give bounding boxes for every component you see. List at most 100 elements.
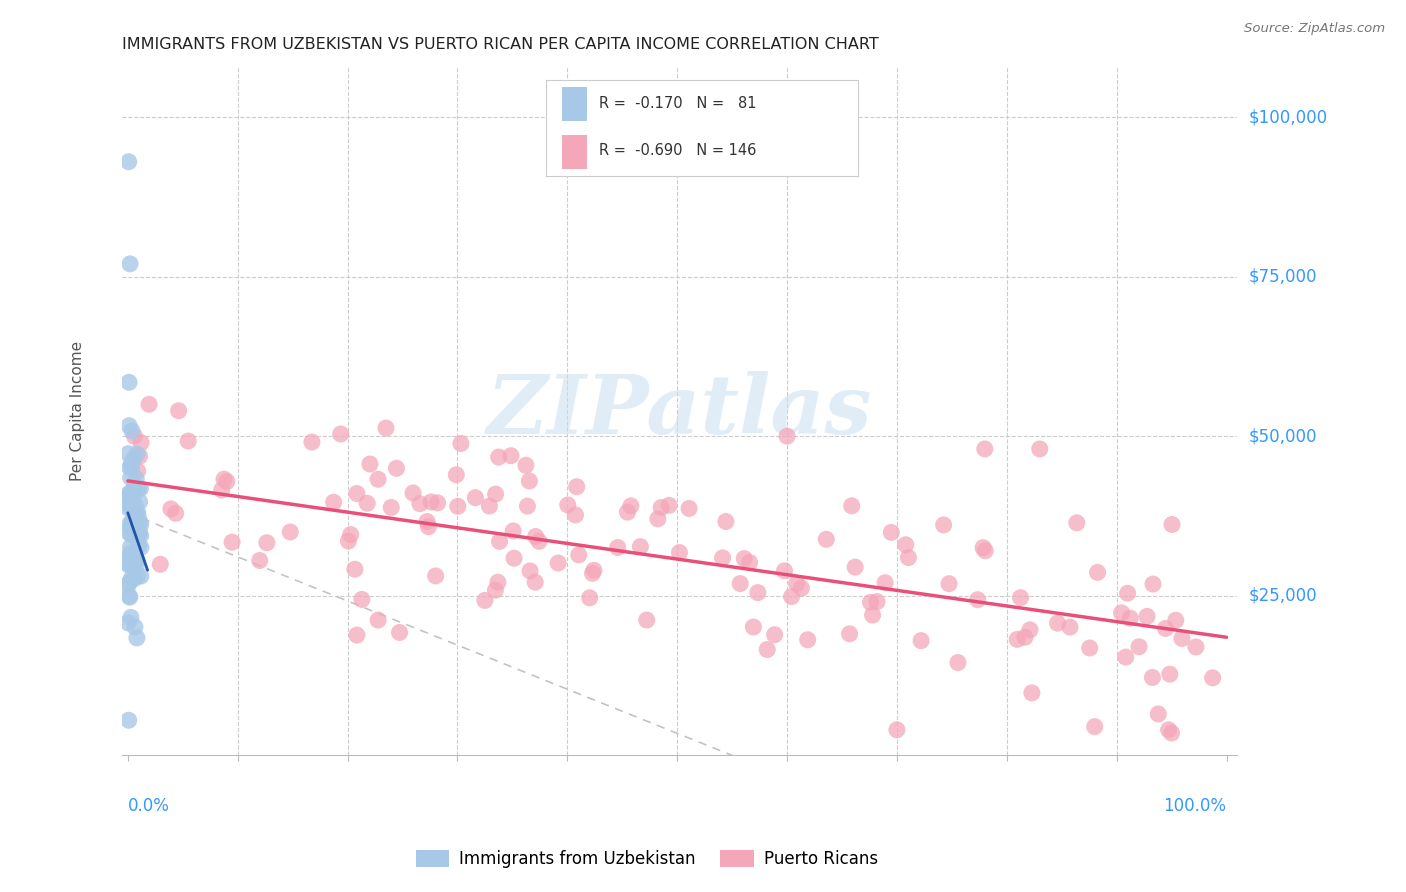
Point xyxy=(125,558,148,572)
Point xyxy=(127,508,149,523)
Point xyxy=(1161,517,1184,532)
Point xyxy=(124,551,146,566)
Point xyxy=(118,575,141,590)
Point xyxy=(367,472,389,486)
Point xyxy=(815,533,838,547)
Point xyxy=(124,479,146,493)
Point xyxy=(499,449,522,463)
Point xyxy=(557,498,579,512)
Point xyxy=(120,488,142,502)
Point xyxy=(859,595,882,609)
Point xyxy=(756,642,779,657)
Point xyxy=(128,515,150,529)
Point xyxy=(346,628,368,642)
Point xyxy=(910,633,932,648)
Point xyxy=(160,501,183,516)
Point xyxy=(616,505,638,519)
Point xyxy=(484,487,506,501)
Point xyxy=(117,578,139,592)
Point xyxy=(125,511,148,525)
Point xyxy=(1128,640,1150,654)
Point xyxy=(484,583,506,598)
Point xyxy=(124,429,146,443)
Point xyxy=(118,713,141,727)
Point xyxy=(117,501,139,516)
Point xyxy=(409,497,432,511)
Point xyxy=(946,656,969,670)
Point xyxy=(650,500,672,515)
Point xyxy=(121,424,143,438)
Text: IMMIGRANTS FROM UZBEKISTAN VS PUERTO RICAN PER CAPITA INCOME CORRELATION CHART: IMMIGRANTS FROM UZBEKISTAN VS PUERTO RIC… xyxy=(122,37,879,53)
Point xyxy=(118,154,141,169)
Point xyxy=(125,447,148,461)
Point xyxy=(128,494,150,508)
Point xyxy=(1078,640,1101,655)
Point xyxy=(1014,631,1036,645)
Point xyxy=(844,560,866,574)
Point xyxy=(120,546,142,560)
Point xyxy=(117,558,139,572)
Point xyxy=(122,513,145,527)
Point xyxy=(738,556,761,570)
Point xyxy=(367,613,389,627)
Point xyxy=(478,499,501,513)
Text: 100.0%: 100.0% xyxy=(1164,797,1226,814)
Point xyxy=(121,528,143,542)
Point xyxy=(211,483,233,497)
Point xyxy=(118,526,141,541)
Point xyxy=(118,589,141,603)
Point xyxy=(636,613,658,627)
Point xyxy=(628,540,651,554)
Point xyxy=(124,499,146,513)
Point xyxy=(796,632,818,647)
Point xyxy=(447,500,470,514)
Point xyxy=(118,491,141,506)
Point xyxy=(502,524,524,538)
Point xyxy=(249,553,271,567)
Point xyxy=(838,627,860,641)
Point xyxy=(932,518,955,533)
Point xyxy=(1115,650,1137,665)
Point xyxy=(1147,706,1170,721)
Point xyxy=(786,576,808,591)
Point xyxy=(747,585,769,599)
Point xyxy=(606,541,628,555)
Point xyxy=(519,564,541,578)
Point xyxy=(118,558,141,573)
Point xyxy=(488,534,510,549)
Point xyxy=(127,569,149,583)
Text: $25,000: $25,000 xyxy=(1249,587,1317,605)
Point xyxy=(346,486,368,500)
Text: $50,000: $50,000 xyxy=(1249,427,1317,445)
Point xyxy=(121,456,143,470)
Point xyxy=(776,429,799,443)
Point xyxy=(1119,611,1142,625)
Point xyxy=(1111,606,1133,620)
Point xyxy=(343,562,366,576)
Point xyxy=(547,556,569,570)
Point xyxy=(129,481,152,495)
Point xyxy=(678,501,700,516)
Point xyxy=(117,497,139,511)
Point xyxy=(620,499,643,513)
Point xyxy=(564,508,586,522)
Point xyxy=(1142,671,1164,685)
Point xyxy=(420,495,443,509)
Point xyxy=(120,555,142,569)
Point xyxy=(780,590,803,604)
Point xyxy=(127,482,149,496)
Point xyxy=(121,522,143,536)
Point xyxy=(1066,516,1088,530)
Point xyxy=(486,575,509,590)
Point xyxy=(128,526,150,541)
Point xyxy=(337,534,360,549)
Point xyxy=(426,496,449,510)
Point xyxy=(177,434,200,448)
Point xyxy=(128,539,150,553)
Point xyxy=(120,488,142,502)
Point xyxy=(416,515,439,529)
Point xyxy=(120,550,142,565)
Point xyxy=(117,447,139,461)
Point xyxy=(129,541,152,555)
Point xyxy=(359,457,381,471)
